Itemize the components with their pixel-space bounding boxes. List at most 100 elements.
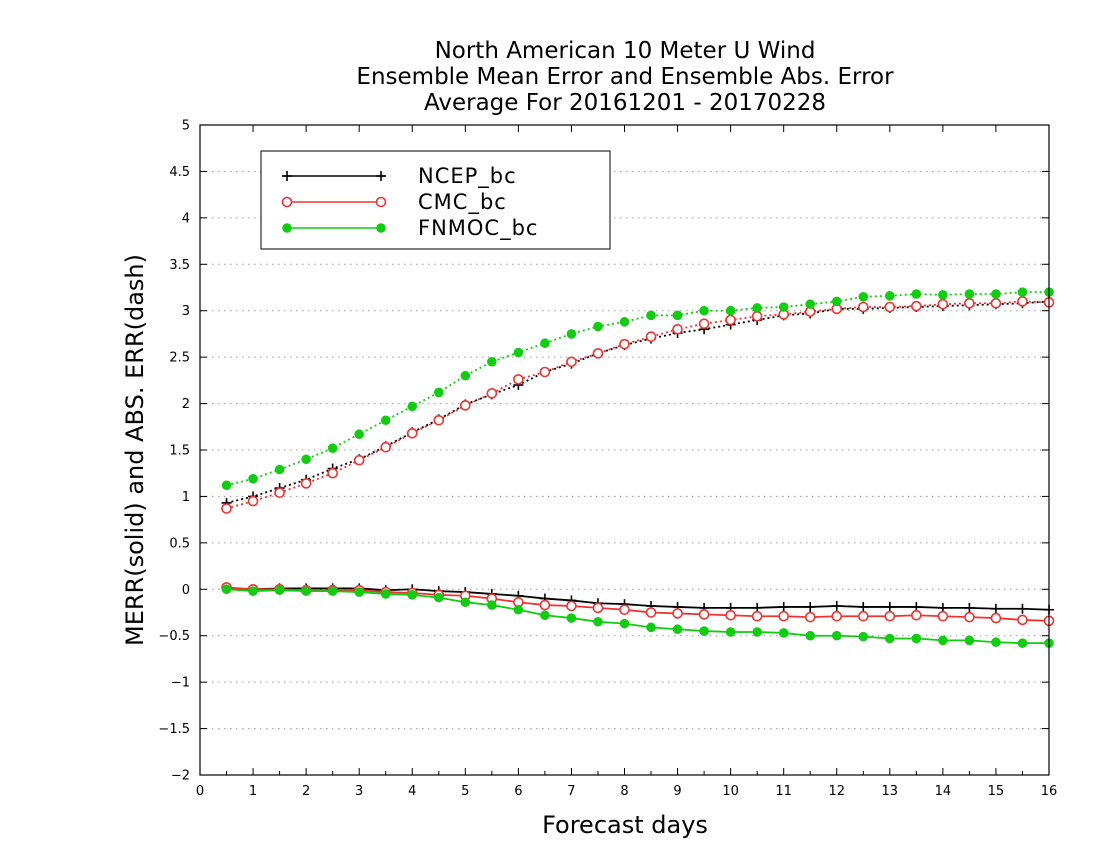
x-tick-label: 16 [1041, 784, 1058, 799]
series-layer [221, 287, 1055, 648]
abs-err-point [460, 400, 471, 411]
mean-err-point [274, 585, 285, 596]
legend-marker [281, 196, 293, 208]
abs-err-point [380, 415, 391, 426]
abs-err-point [805, 299, 816, 310]
mean-err-point [619, 604, 630, 616]
x-axis: 0 1 2 3 4 5 6 7 8 9 10 11 12 13 14 15 16 [196, 125, 1057, 799]
y-tick-label: 1 [182, 490, 190, 505]
x-tick-label: 6 [514, 784, 522, 799]
mean-err-point [460, 597, 471, 608]
abs-err-point [539, 366, 551, 378]
x-tick-label: 3 [355, 784, 363, 799]
abs-err-point [991, 289, 1001, 299]
abs-err-point [407, 401, 418, 412]
y-tick-label: 3 [182, 304, 190, 319]
series-FNMOC_bc [221, 287, 1054, 648]
abs-err-point [354, 429, 364, 440]
mean-err-point [884, 601, 895, 612]
mean-err-point [592, 602, 604, 614]
abs-err-point [698, 318, 710, 330]
chart-title: North American 10 Meter U Wind Ensemble … [356, 38, 894, 116]
mean-err-point [831, 610, 843, 622]
x-tick-label: 10 [722, 784, 739, 799]
legend-marker [282, 223, 292, 233]
abs-err-point [752, 303, 762, 313]
mean-err-point [805, 630, 816, 641]
abs-err-line [226, 291, 1049, 487]
abs-err-point [274, 464, 285, 475]
mean-err-point [804, 611, 816, 623]
mean-err-point [619, 618, 630, 629]
abs-err-point [619, 317, 630, 327]
mean-err-point [327, 586, 338, 596]
y-tick-label: 4.5 [169, 165, 190, 180]
legend-box [260, 150, 611, 250]
mean-err-point [646, 622, 656, 633]
mean-err-point [752, 627, 762, 637]
abs-err-point [619, 338, 630, 350]
abs-err-point [327, 467, 338, 479]
y-axis-label: MERR(solid) and ABS. ERR(dash) [121, 254, 149, 646]
mean-err-point [831, 630, 842, 641]
legend-label: NCEP_bc [418, 164, 517, 189]
abs-err-point [911, 289, 922, 299]
abs-err-point [247, 495, 259, 507]
mean-err-point [645, 607, 657, 618]
legend-entry: NCEP_bc [282, 164, 517, 189]
y-tick-label: 3.5 [169, 258, 190, 273]
mean-err-point [938, 635, 948, 646]
abs-err-point [964, 297, 975, 309]
mean-err-point [778, 628, 789, 638]
mean-err-point [433, 592, 444, 603]
abs-err-point [990, 297, 1002, 309]
abs-err-point [301, 454, 311, 465]
y-tick-label: 0.5 [169, 536, 190, 551]
y-tick-label: −2 [171, 769, 190, 784]
mean-err-point [990, 603, 1001, 614]
abs-err-point [725, 314, 736, 326]
mean-err-point [698, 609, 710, 620]
abs-err-line [226, 300, 1050, 504]
legend-marker [376, 223, 386, 233]
abs-err-point [964, 289, 975, 299]
mean-err-point [407, 590, 418, 600]
x-tick-label: 7 [567, 784, 575, 799]
series-NCEP_bc [221, 296, 1054, 615]
mean-err-point [885, 633, 895, 644]
legend-entry: FNMOC_bc [282, 216, 538, 241]
mean-err-point [301, 586, 311, 596]
abs-err-point [221, 480, 232, 491]
abs-err-point [460, 370, 471, 381]
abs-err-point [592, 348, 604, 359]
x-tick-label: 1 [249, 784, 257, 799]
x-tick-label: 2 [302, 784, 310, 799]
abs-err-point [645, 331, 657, 343]
legend-label: FNMOC_bc [418, 216, 538, 241]
abs-err-point [406, 427, 418, 439]
mean-err-point [513, 604, 524, 615]
abs-err-point [221, 503, 232, 514]
series-CMC_bc [221, 296, 1055, 627]
mean-err-point [699, 626, 709, 636]
abs-err-point [300, 478, 312, 489]
y-tick-label: 5 [182, 119, 190, 134]
mean-err-point [884, 610, 896, 622]
x-tick-label: 8 [620, 784, 628, 799]
grid-lines [200, 170, 1049, 730]
abs-err-point [911, 300, 922, 312]
title-line-1: North American 10 Meter U Wind [435, 38, 816, 64]
abs-err-point [778, 302, 789, 312]
abs-err-point [885, 291, 895, 301]
y-tick-label: −1.5 [158, 722, 190, 737]
x-tick-label: 13 [882, 784, 899, 799]
abs-err-point [699, 305, 709, 316]
x-tick-label: 11 [775, 784, 792, 799]
mean-err-point [539, 599, 551, 611]
abs-err-point [540, 338, 550, 349]
abs-err-point [672, 323, 683, 335]
mean-err-point [964, 635, 975, 646]
abs-err-point [513, 374, 524, 385]
abs-err-point [433, 387, 444, 398]
